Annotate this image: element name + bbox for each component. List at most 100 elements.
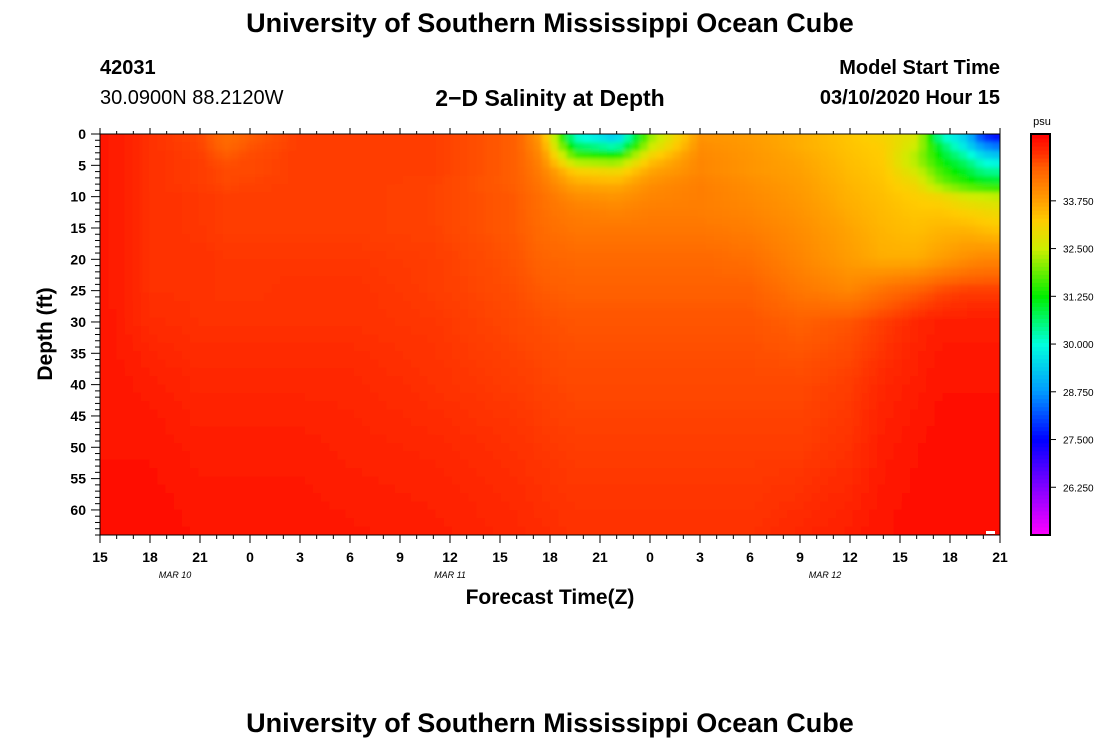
heatmap-cell bbox=[566, 484, 576, 494]
heatmap-cell bbox=[762, 200, 772, 210]
heatmap-cell bbox=[345, 418, 355, 427]
heatmap-cell bbox=[108, 259, 117, 269]
heatmap-cell bbox=[730, 326, 739, 336]
heatmap-cell bbox=[787, 326, 797, 336]
heatmap-cell bbox=[271, 192, 281, 202]
heatmap-cell bbox=[230, 434, 240, 444]
heatmap-cell bbox=[353, 509, 363, 519]
heatmap-cell bbox=[828, 292, 837, 302]
heatmap-cell bbox=[811, 225, 821, 235]
heatmap-cell bbox=[541, 451, 551, 461]
heatmap-cell bbox=[550, 217, 559, 227]
heatmap-cell bbox=[754, 384, 764, 394]
heatmap-cell bbox=[697, 284, 707, 294]
heatmap-cell bbox=[206, 468, 216, 478]
heatmap-cell bbox=[149, 384, 158, 394]
heatmap-cell bbox=[877, 200, 887, 210]
heatmap-cell bbox=[599, 167, 608, 177]
heatmap-cell bbox=[320, 334, 330, 344]
heatmap-cell bbox=[705, 276, 715, 285]
heatmap-cell bbox=[451, 284, 461, 294]
heatmap-cell bbox=[230, 351, 240, 361]
heatmap-cell bbox=[361, 342, 371, 352]
heatmap-cell bbox=[427, 359, 437, 369]
heatmap-cell bbox=[329, 259, 338, 269]
heatmap-cell bbox=[198, 468, 207, 478]
heatmap-cell bbox=[492, 167, 502, 177]
heatmap-cell bbox=[664, 276, 674, 285]
heatmap-cell bbox=[222, 150, 232, 160]
heatmap-cell bbox=[787, 535, 796, 544]
heatmap-cell bbox=[124, 192, 134, 202]
heatmap-cell bbox=[885, 493, 895, 503]
heatmap-cell bbox=[648, 384, 657, 394]
heatmap-cell bbox=[198, 142, 207, 152]
heatmap-cell bbox=[100, 134, 109, 135]
heatmap-cell bbox=[320, 167, 330, 177]
heatmap-cell bbox=[852, 209, 862, 219]
heatmap-cell bbox=[566, 367, 576, 377]
heatmap-cell bbox=[640, 259, 649, 269]
heatmap-cell bbox=[321, 535, 330, 544]
heatmap-cell bbox=[893, 276, 903, 285]
heatmap-cell bbox=[517, 309, 527, 319]
heatmap-cell bbox=[280, 209, 289, 219]
heatmap-cell bbox=[451, 376, 461, 386]
heatmap-cell bbox=[427, 309, 437, 319]
heatmap-cell bbox=[762, 501, 772, 511]
heatmap-cell bbox=[239, 167, 248, 177]
heatmap-cell bbox=[852, 359, 862, 369]
heatmap-cell bbox=[215, 535, 224, 544]
heatmap-cell bbox=[361, 468, 371, 478]
heatmap-cell bbox=[640, 317, 649, 327]
heatmap-cell bbox=[378, 234, 387, 244]
heatmap-cell bbox=[648, 134, 657, 143]
heatmap-cell bbox=[852, 150, 862, 160]
heatmap-cell bbox=[460, 142, 469, 152]
heatmap-cell bbox=[689, 468, 698, 478]
heatmap-cell bbox=[140, 509, 150, 519]
heatmap-cell bbox=[631, 342, 641, 352]
heatmap-cell bbox=[190, 276, 199, 285]
heatmap-cell bbox=[492, 334, 502, 344]
heatmap-cell bbox=[664, 301, 674, 311]
heatmap-cell bbox=[337, 292, 347, 302]
heatmap-cell bbox=[893, 234, 903, 244]
heatmap-cell bbox=[640, 493, 649, 503]
heatmap-cell bbox=[574, 292, 584, 302]
heatmap-cell bbox=[500, 493, 510, 503]
heatmap-cell bbox=[656, 142, 666, 152]
heatmap-cell bbox=[206, 518, 216, 528]
heatmap-cell bbox=[190, 459, 199, 469]
heatmap-cell bbox=[484, 234, 494, 244]
heatmap-cell bbox=[590, 267, 600, 277]
heatmap-cell bbox=[165, 493, 175, 503]
heatmap-cell bbox=[623, 242, 633, 252]
heatmap-cell bbox=[607, 200, 617, 210]
heatmap-cell bbox=[214, 192, 224, 202]
heatmap-cell bbox=[329, 484, 338, 494]
heatmap-cell bbox=[779, 376, 788, 386]
heatmap-cell bbox=[329, 351, 338, 361]
heatmap-cell bbox=[525, 434, 535, 444]
heatmap-cell bbox=[410, 184, 420, 194]
heatmap-cell bbox=[615, 276, 625, 285]
heatmap-cell bbox=[721, 409, 731, 419]
heatmap-cell bbox=[811, 376, 821, 386]
heatmap-cell bbox=[730, 509, 739, 519]
heatmap-cell bbox=[108, 234, 117, 244]
heatmap-cell bbox=[247, 209, 257, 219]
heatmap-cell bbox=[443, 142, 453, 152]
heatmap-cell bbox=[721, 242, 731, 252]
heatmap-cell bbox=[623, 459, 633, 469]
heatmap-cell bbox=[550, 434, 559, 444]
heatmap-cell bbox=[386, 509, 396, 519]
heatmap-cell bbox=[410, 459, 420, 469]
heatmap-cell bbox=[198, 342, 207, 352]
heatmap-cell bbox=[370, 225, 379, 235]
heatmap-cell bbox=[280, 284, 289, 294]
heatmap-cell bbox=[623, 359, 633, 369]
heatmap-cell bbox=[165, 501, 175, 511]
heatmap-cell bbox=[787, 284, 797, 294]
heatmap-cell bbox=[779, 284, 788, 294]
